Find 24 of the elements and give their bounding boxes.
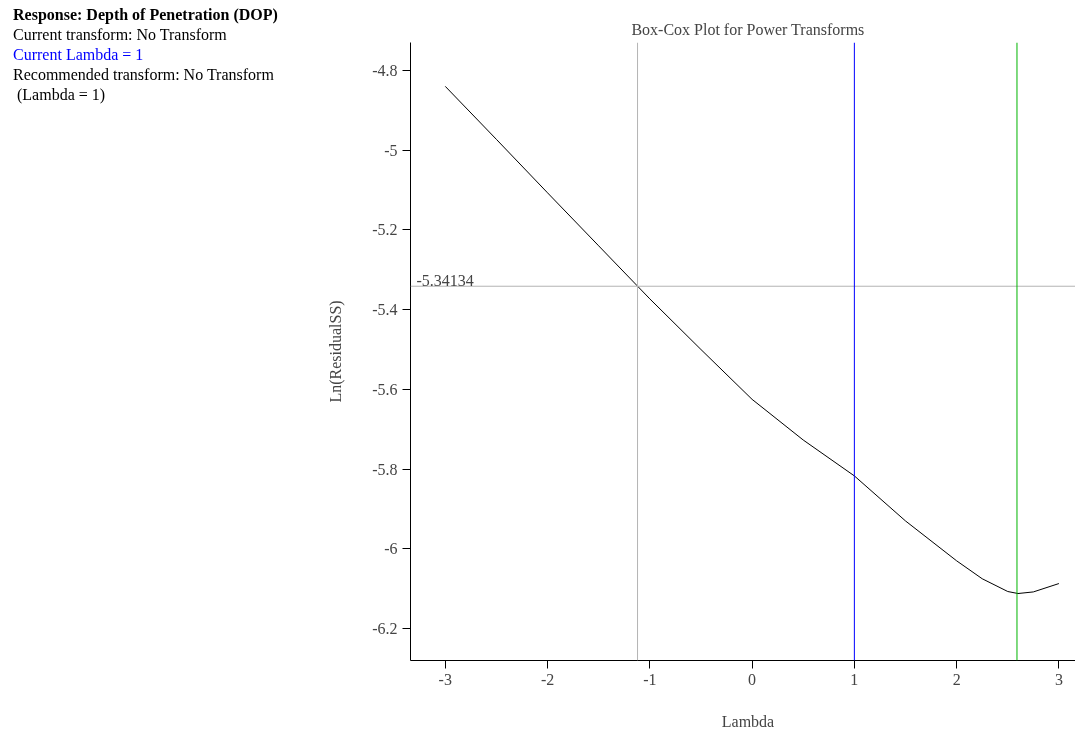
y-tick-label: -4.8 <box>372 61 398 79</box>
y-tick-label: -5 <box>384 141 398 159</box>
chart-title: Box-Cox Plot for Power Transforms <box>631 20 865 38</box>
y-tick-label: -5.4 <box>372 301 398 319</box>
text: Current Lambda = 1 <box>13 45 145 65</box>
text: Response: Depth of Penetration (DOP) <box>13 5 278 25</box>
x-tick-label: 1 <box>850 670 859 688</box>
x-tick-label: -1 <box>643 670 657 688</box>
y-tick-label: -5.6 <box>372 380 398 398</box>
x-tick-label: 0 <box>748 670 757 688</box>
x-tick-label: 2 <box>952 670 961 688</box>
y-tick-label: -6 <box>384 540 398 558</box>
y-tick-label: -5.2 <box>372 221 398 239</box>
text: Current transform: No Transform <box>13 25 228 45</box>
x-tick-label: -3 <box>438 670 452 688</box>
x-tick-label: -2 <box>540 670 555 688</box>
y-tick-label: -5.8 <box>372 460 398 478</box>
x-tick-label: 3 <box>1054 670 1063 688</box>
y-axis-title: Ln(ResidualSS) <box>327 300 346 403</box>
text: Recommended transform: No Transform <box>13 65 275 85</box>
y-tick-label: -6.2 <box>372 620 398 638</box>
x-axis-title: Lambda <box>721 712 775 730</box>
text: (Lambda = 1) <box>16 85 107 105</box>
ref-line-label: -5.34134 <box>416 272 474 290</box>
